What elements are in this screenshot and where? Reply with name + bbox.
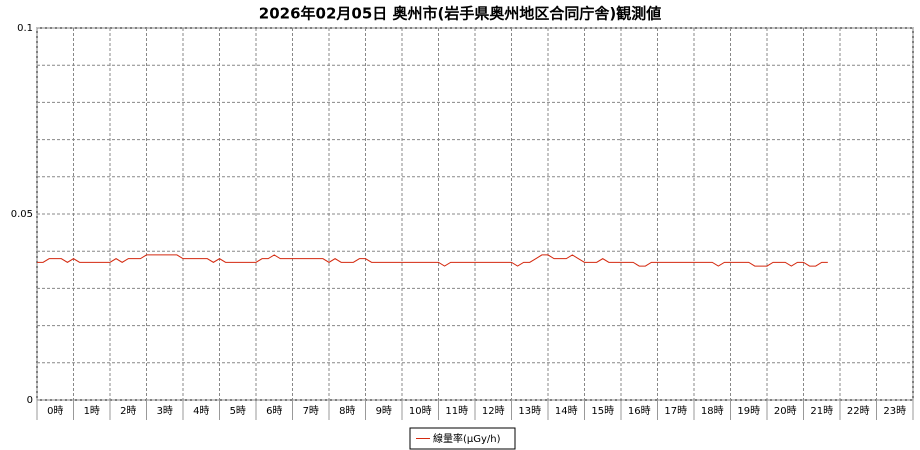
x-tick-label: 20時: [774, 405, 797, 417]
x-tick-label: 3時: [157, 405, 173, 417]
x-tick-label: 4時: [193, 405, 209, 417]
x-tick-label: 6時: [266, 405, 282, 417]
y-tick-label: 0: [27, 395, 33, 406]
x-tick-label: 12時: [482, 405, 505, 417]
x-tick-label: 18時: [701, 405, 724, 417]
x-tick-label: 13時: [518, 405, 541, 417]
x-tick-label: 14時: [555, 405, 578, 417]
y-tick-label: 0.1: [17, 23, 33, 34]
x-tick-label: 7時: [303, 405, 319, 417]
x-tick-label: 15時: [591, 405, 614, 417]
y-tick-label: 0.05: [11, 209, 33, 220]
x-tick-label: 21時: [810, 405, 833, 417]
x-tick-label: 22時: [847, 405, 870, 417]
x-tick-label: 1時: [84, 405, 100, 417]
x-tick-label: 2時: [120, 405, 136, 417]
x-tick-label: 0時: [47, 405, 63, 417]
x-tick-label: 19時: [737, 405, 760, 417]
x-tick-label: 11時: [445, 405, 468, 417]
x-tick-label: 10時: [409, 405, 432, 417]
legend-label: 線量率(μGy/h): [433, 432, 501, 445]
chart-title: 2026年02月05日 奥州市(岩手県奥州地区合同庁舎)観測値: [259, 5, 661, 23]
x-tick-label: 23時: [883, 405, 906, 417]
x-tick-label: 8時: [339, 405, 355, 417]
legend-box: [409, 427, 516, 450]
x-tick-label: 16時: [628, 405, 651, 417]
x-tick-label: 5時: [230, 405, 246, 417]
x-tick-label: 17時: [664, 405, 687, 417]
data-line: [37, 254, 828, 267]
x-tick-label: 9時: [376, 405, 392, 417]
